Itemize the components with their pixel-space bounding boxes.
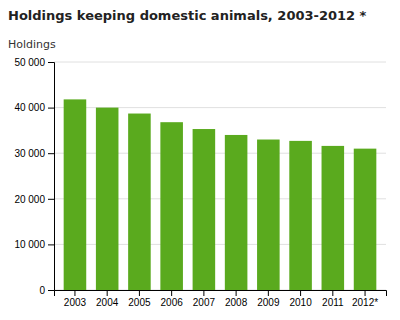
tick-label: 2012* <box>352 297 378 308</box>
tick-mark <box>365 290 366 296</box>
axis-line <box>55 291 387 297</box>
tick: 2012* <box>352 290 378 308</box>
tick: 2011 <box>322 290 344 308</box>
tick: 2010 <box>289 290 312 308</box>
tick-label: 2009 <box>257 297 280 308</box>
axis-label: Holdings <box>8 38 56 51</box>
tick-label: 30 000 <box>14 148 45 159</box>
tick-label: 50 000 <box>14 57 45 68</box>
tick-mark <box>48 244 54 245</box>
axis-line <box>48 63 55 291</box>
tick: 2008 <box>225 290 248 308</box>
tick: 2005 <box>128 290 151 308</box>
tick-mark <box>300 290 301 296</box>
tick-mark <box>48 290 54 291</box>
tick-label: 20 000 <box>14 194 45 205</box>
tick: 2007 <box>193 290 216 308</box>
bar <box>257 140 280 290</box>
tick-label: 2010 <box>289 297 312 308</box>
tick: 30 000 <box>14 148 54 159</box>
bar <box>64 99 87 290</box>
tick-label: 0 <box>39 285 45 296</box>
bars <box>64 99 377 290</box>
tick-mark <box>139 290 140 296</box>
tick-mark <box>268 290 269 296</box>
tick: 2004 <box>96 290 119 308</box>
title: Holdings keeping domestic animals, 2003-… <box>8 8 367 23</box>
grid-line <box>54 62 386 63</box>
tick-label: 2008 <box>225 297 248 308</box>
tick: 10 000 <box>14 239 54 250</box>
tick: 50 000 <box>14 57 54 68</box>
tick-label: 2003 <box>64 297 87 308</box>
tick-label: 40 000 <box>14 102 45 113</box>
tick-mark <box>48 153 54 154</box>
tick: 2003 <box>64 290 87 308</box>
tick-mark <box>332 290 333 296</box>
tick: 2009 <box>257 290 280 308</box>
tick-label: 10 000 <box>14 239 45 250</box>
tick-mark <box>203 290 204 296</box>
bar <box>322 146 345 290</box>
tick-mark <box>171 290 172 296</box>
tick-mark <box>107 290 108 296</box>
bar <box>225 135 248 290</box>
chart: Holdings keeping domestic animals, 2003-… <box>0 0 400 320</box>
bar <box>354 149 377 290</box>
bar <box>289 141 312 290</box>
tick-label: 2005 <box>128 297 151 308</box>
tick: 2006 <box>161 290 184 308</box>
tick-mark <box>74 290 75 296</box>
tick-mark <box>48 62 54 63</box>
tick: 40 000 <box>14 102 54 113</box>
tick-label: 2004 <box>96 297 119 308</box>
bar <box>160 122 183 290</box>
tick-label: 2006 <box>161 297 184 308</box>
bar <box>193 129 216 290</box>
y-axis: 0 10 000 20 000 30 000 40 000 50 000 <box>14 57 54 296</box>
tick-mark <box>48 108 54 109</box>
x-axis: 2003 2004 2005 2006 2007 2008 2009 2010 2011 2012… <box>55 290 387 308</box>
bar <box>128 114 151 290</box>
tick-mark <box>48 199 54 200</box>
bar <box>96 108 119 290</box>
tick-label: 2007 <box>193 297 216 308</box>
tick-mark <box>236 290 237 296</box>
grid <box>54 62 386 290</box>
tick: 20 000 <box>14 194 54 205</box>
plot: 010 00020 00030 00040 00050 000200320042… <box>14 57 386 308</box>
tick-label: 2011 <box>322 297 344 308</box>
tick: 0 <box>39 285 54 296</box>
